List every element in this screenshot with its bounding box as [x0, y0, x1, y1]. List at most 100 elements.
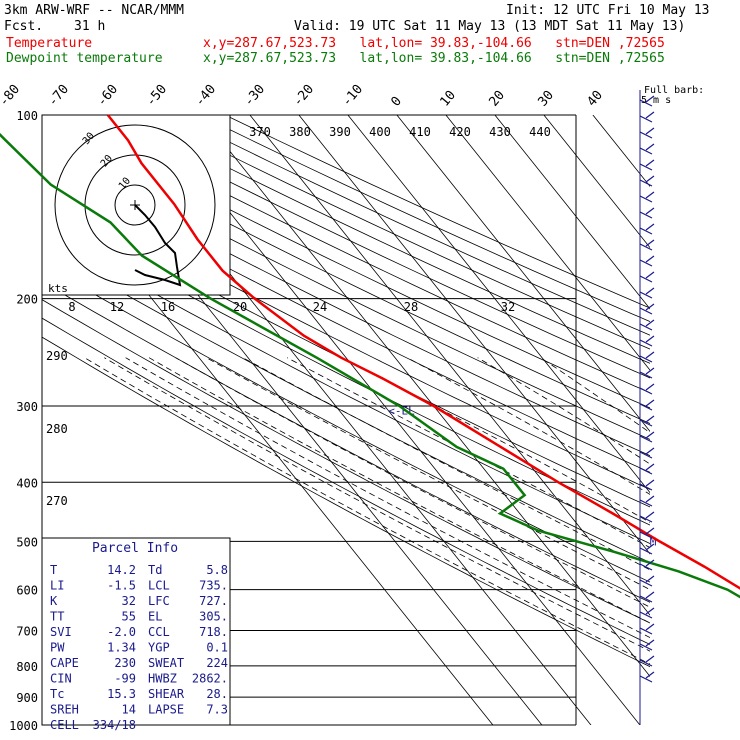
pressure-label-1000: 1000 [9, 719, 38, 733]
dry-adiabat-390 [47, 115, 650, 409]
theta-label-430: 430 [489, 125, 511, 139]
isotherm-label-0: 0 [388, 94, 405, 110]
wind-barb [639, 95, 655, 107]
wind-barb [639, 639, 655, 651]
moist-adiabat--10 [125, 357, 650, 638]
parcel-key-CCL: CCL [148, 625, 170, 639]
isotherm--50 [151, 115, 641, 725]
theta-e-label-290: 290 [46, 349, 68, 363]
marker-4: M [650, 535, 657, 548]
speed-label-28: 28 [404, 300, 418, 314]
parcel-value-EL: 305. [199, 610, 228, 624]
hodograph-unit-label: kts [48, 282, 68, 295]
parcel-key-LAPSE: LAPSE [148, 703, 184, 717]
moist-adiabat-30 [477, 357, 650, 465]
theta-label-410: 410 [409, 125, 431, 139]
isotherm-label-40: 40 [584, 88, 606, 110]
parcel-key-HWBZ: HWBZ [148, 672, 177, 686]
dry-adiabat-370 [42, 139, 650, 440]
wind-barb [639, 543, 655, 555]
parcel-value-CELL: 334/18 [93, 718, 136, 732]
parcel-key-PW: PW [50, 641, 65, 655]
moist-adiabat-10 [242, 357, 650, 571]
dry-adiabat-380 [42, 125, 650, 424]
parcel-value-LI: -1.5 [107, 579, 136, 593]
dry-adiabat-430 [148, 115, 650, 350]
parcel-key-SREH: SREH [50, 703, 79, 717]
wind-barb [639, 319, 655, 331]
mixing-ratio-line-3 [728, 590, 740, 738]
wind-barb [639, 463, 655, 475]
level-markers: <-EL<-LCL<-LFCCCLM [388, 404, 657, 548]
dry-adiabat-440 [174, 115, 650, 336]
parcel-key-CIN: CIN [50, 672, 72, 686]
wind-barb [639, 607, 655, 619]
parcel-value-LAPSE: 7.3 [206, 703, 228, 717]
mixing-ratio-line-2 [703, 590, 740, 738]
parcel-key-SHEAR: SHEAR [148, 687, 185, 701]
speed-label-12: 12 [110, 300, 124, 314]
theta-label-370: 370 [249, 125, 271, 139]
parcel-value-T: 14.2 [107, 563, 136, 577]
dry-adiabat-290 [42, 263, 650, 583]
pressure-label-400: 400 [16, 476, 38, 490]
dry-adiabat-400 [72, 115, 650, 394]
parcel-info-panel: Parcel Info T 14.2 Td 5.8 LI -1.5 LCL 735. K 32 LFC… [41, 537, 231, 732]
isotherm--30 [249, 115, 650, 616]
parcel-value-SHEAR: 28. [206, 687, 228, 701]
dry-adiabat-320 [42, 214, 650, 526]
wind-barb [639, 559, 655, 571]
valid-time: Valid: 19 UTC Sat 11 May 13 (13 MDT Sat … [294, 19, 686, 34]
forecast-label: Fcst. [4, 19, 44, 34]
dewpoint-location: x,y=287.67,523.73 lat,lon= 39.83,-104.66… [203, 51, 665, 66]
moist-adiabat--15 [104, 357, 650, 652]
parcel-key-TT: TT [50, 610, 64, 624]
wind-barb [639, 127, 655, 139]
wind-barb [639, 207, 655, 219]
isotherm-label--40: -40 [192, 82, 219, 110]
dry-adiabat-410 [98, 115, 650, 379]
dry-adiabat-260 [42, 317, 650, 645]
parcel-key-CAPE: CAPE [50, 656, 79, 670]
isotherm-label--30: -30 [241, 82, 268, 110]
wind-barb [639, 191, 655, 203]
parcel-value-CIN: -99 [114, 672, 136, 686]
hodograph-trace [134, 204, 182, 287]
wind-barb [639, 271, 655, 283]
wind-barb [639, 335, 655, 347]
marker-0: <-EL [388, 404, 415, 417]
theta-e-label-280: 280 [46, 422, 68, 436]
parcel-key-Tc: Tc [50, 687, 64, 701]
isotherm-label--80: -80 [0, 82, 23, 110]
parcel-key-CELL: CELL [50, 718, 79, 732]
parcel-value-Td: 5.8 [206, 563, 228, 577]
wind-barb [639, 447, 655, 459]
moist-adiabat-20 [341, 357, 650, 523]
isotherm--20 [298, 115, 650, 555]
hodograph-ring-2 [54, 124, 216, 286]
parcel-value-SWEAT: 224 [206, 656, 228, 670]
parcel-key-Td: Td [148, 563, 162, 577]
isotherm-label--20: -20 [290, 82, 317, 110]
speed-label-24: 24 [313, 300, 327, 314]
dry-adiabat-310 [42, 230, 650, 544]
theta-label-400: 400 [369, 125, 391, 139]
isotherm-0 [396, 115, 650, 433]
wind-barb [639, 159, 655, 171]
wind-barb [639, 287, 655, 299]
isotherm-label--10: -10 [339, 82, 366, 110]
wind-barb [639, 591, 655, 603]
parcel-value-YGP: 0.1 [206, 641, 228, 655]
theta-label-380: 380 [289, 125, 311, 139]
isotherm-label-20: 20 [486, 88, 508, 110]
dry-adiabat-300 [42, 246, 650, 563]
pressure-label-200: 200 [16, 293, 38, 307]
wind-barb [639, 431, 655, 443]
speed-label-32: 32 [501, 300, 515, 314]
theta-e-label-270: 270 [46, 494, 68, 508]
wind-barb [639, 527, 655, 539]
dry-adiabat-360 [42, 153, 650, 457]
forecast-hour: 31 h [74, 19, 106, 34]
parcel-key-LFC: LFC [148, 594, 170, 608]
